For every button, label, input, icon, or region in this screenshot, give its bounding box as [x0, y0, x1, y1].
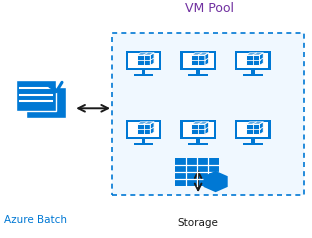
- FancyBboxPatch shape: [235, 51, 271, 70]
- FancyBboxPatch shape: [191, 55, 205, 65]
- Polygon shape: [191, 122, 209, 124]
- FancyBboxPatch shape: [142, 70, 145, 74]
- FancyBboxPatch shape: [246, 55, 260, 65]
- FancyBboxPatch shape: [26, 88, 66, 118]
- FancyBboxPatch shape: [188, 74, 208, 76]
- Polygon shape: [246, 53, 263, 55]
- FancyBboxPatch shape: [16, 80, 56, 111]
- FancyBboxPatch shape: [183, 53, 213, 68]
- FancyBboxPatch shape: [191, 124, 205, 134]
- FancyBboxPatch shape: [125, 120, 162, 139]
- FancyBboxPatch shape: [251, 70, 255, 74]
- Polygon shape: [137, 122, 154, 124]
- FancyBboxPatch shape: [196, 70, 200, 74]
- Polygon shape: [205, 53, 209, 65]
- FancyBboxPatch shape: [128, 122, 159, 137]
- FancyBboxPatch shape: [235, 120, 271, 139]
- FancyBboxPatch shape: [180, 51, 216, 70]
- FancyBboxPatch shape: [183, 122, 213, 137]
- Polygon shape: [150, 122, 154, 134]
- FancyBboxPatch shape: [137, 124, 150, 134]
- Polygon shape: [205, 122, 209, 134]
- FancyBboxPatch shape: [134, 143, 154, 145]
- Polygon shape: [191, 53, 209, 55]
- FancyBboxPatch shape: [112, 33, 304, 195]
- FancyBboxPatch shape: [175, 158, 219, 186]
- FancyArrowPatch shape: [48, 82, 62, 92]
- Text: Storage: Storage: [178, 218, 219, 228]
- Text: VM Pool: VM Pool: [184, 2, 234, 15]
- FancyBboxPatch shape: [243, 143, 263, 145]
- FancyBboxPatch shape: [251, 139, 255, 143]
- FancyBboxPatch shape: [134, 74, 154, 76]
- FancyBboxPatch shape: [137, 55, 150, 65]
- Polygon shape: [260, 122, 263, 134]
- Polygon shape: [137, 53, 154, 55]
- FancyBboxPatch shape: [243, 74, 263, 76]
- Text: Azure Batch: Azure Batch: [4, 215, 67, 225]
- FancyBboxPatch shape: [246, 124, 260, 134]
- Polygon shape: [150, 53, 154, 65]
- FancyBboxPatch shape: [196, 139, 200, 143]
- FancyBboxPatch shape: [188, 143, 208, 145]
- FancyBboxPatch shape: [125, 51, 162, 70]
- Polygon shape: [246, 122, 263, 124]
- FancyBboxPatch shape: [180, 120, 216, 139]
- FancyBboxPatch shape: [142, 139, 145, 143]
- Polygon shape: [203, 171, 228, 192]
- FancyBboxPatch shape: [237, 122, 268, 137]
- Polygon shape: [260, 53, 263, 65]
- FancyBboxPatch shape: [237, 53, 268, 68]
- FancyBboxPatch shape: [128, 53, 159, 68]
